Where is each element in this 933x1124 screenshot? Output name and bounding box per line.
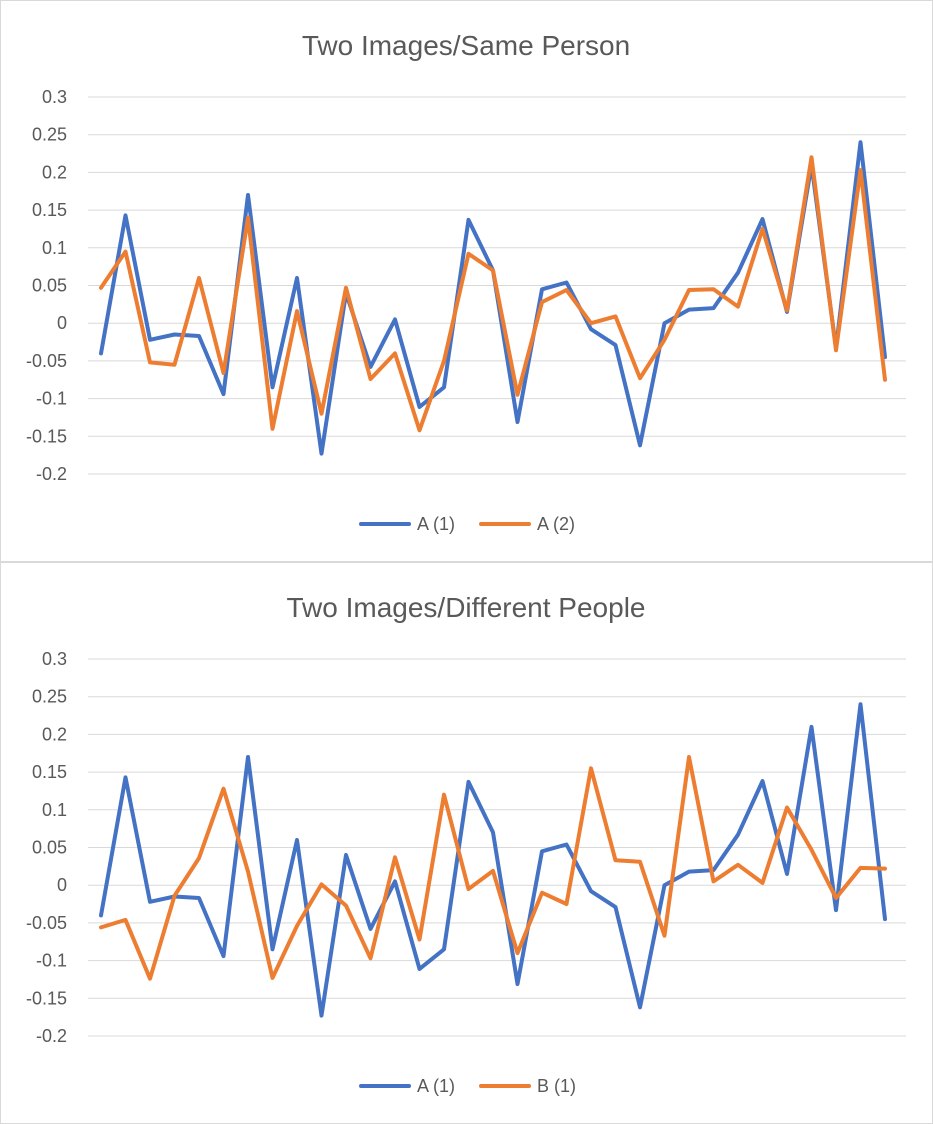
- y-tick-label: -0.2: [36, 464, 67, 484]
- y-tick-label: 0.3: [42, 87, 67, 107]
- y-tick-label: -0.1: [36, 951, 67, 971]
- chart-panel-different-people: Two Images/Different People 0.3 0.25 0.2 0.1…: [0, 562, 933, 1124]
- y-tick-label: 0.3: [42, 649, 67, 669]
- legend-label: B (1): [537, 1076, 576, 1096]
- y-tick-label: 0.25: [32, 125, 67, 145]
- line-chart-same-person: Two Images/Same Person 0.3 0.25 0.2 0.15 0.1 0…: [26, 30, 906, 534]
- y-tick-label: -0.05: [26, 913, 67, 933]
- y-tick-label: 0.05: [32, 838, 67, 858]
- y-tick-label: -0.05: [26, 351, 67, 371]
- y-tick-label: 0: [57, 313, 67, 333]
- legend-label: A (2): [537, 514, 575, 534]
- legend-label: A (1): [417, 514, 455, 534]
- y-tick-label: 0.25: [32, 687, 67, 707]
- y-tick-label: 0.15: [32, 200, 67, 220]
- y-tick-label: 0.1: [42, 800, 67, 820]
- y-tick-label: 0.2: [42, 724, 67, 744]
- y-tick-label: 0: [57, 875, 67, 895]
- series-line-first: [99, 140, 887, 456]
- chart-title: Two Images/Different People: [286, 592, 645, 623]
- chart-title: Two Images/Same Person: [302, 30, 630, 61]
- y-tick-label: -0.15: [26, 426, 67, 446]
- chart-panel-same-person: Two Images/Same Person 0.3 0.25 0.2 0.15 0.1 0…: [0, 0, 933, 562]
- y-tick-label: 0.1: [42, 238, 67, 258]
- series-line-first: [99, 702, 887, 1018]
- y-tick-label: -0.2: [36, 1026, 67, 1046]
- series-line-second: [99, 155, 887, 433]
- line-chart-different-people: Two Images/Different People 0.3 0.25 0.2 0.1…: [26, 592, 906, 1096]
- y-tick-label: 0.05: [32, 276, 67, 296]
- series-line-second: [99, 755, 887, 981]
- y-tick-label: 0.2: [42, 162, 67, 182]
- y-tick-label: -0.1: [36, 389, 67, 409]
- y-tick-label: -0.15: [26, 988, 67, 1008]
- legend-label: A (1): [417, 1076, 455, 1096]
- y-tick-label: 0.15: [32, 762, 67, 782]
